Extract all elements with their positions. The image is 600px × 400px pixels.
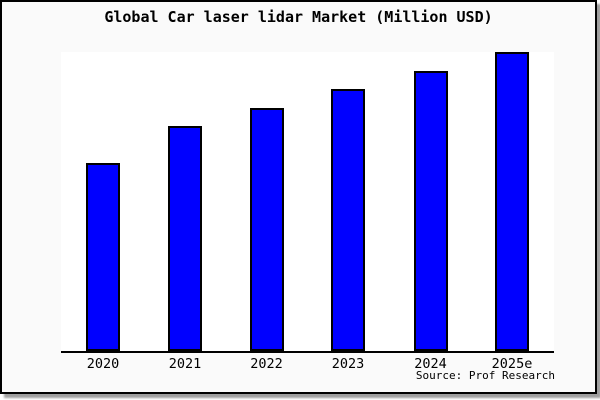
bar-2021 — [168, 126, 202, 351]
source-note: Source: Prof Research — [415, 369, 555, 382]
bar-2023 — [331, 89, 365, 351]
x-tick-label: 2023 — [331, 356, 365, 372]
x-tick-label: 2021 — [168, 356, 202, 372]
x-tick-label: 2024 — [414, 356, 447, 372]
chart-title: Global Car laser lidar Market (Million U… — [104, 8, 493, 26]
x-tick-label: 2022 — [250, 356, 283, 372]
plot-area — [61, 52, 554, 353]
x-tick-label: 2020 — [86, 356, 120, 372]
x-tick-label: 2025e — [491, 356, 533, 372]
bar-2025e — [495, 52, 529, 351]
bar-2020 — [86, 163, 120, 351]
bar-2024 — [413, 71, 448, 351]
bar-2022 — [249, 108, 284, 351]
